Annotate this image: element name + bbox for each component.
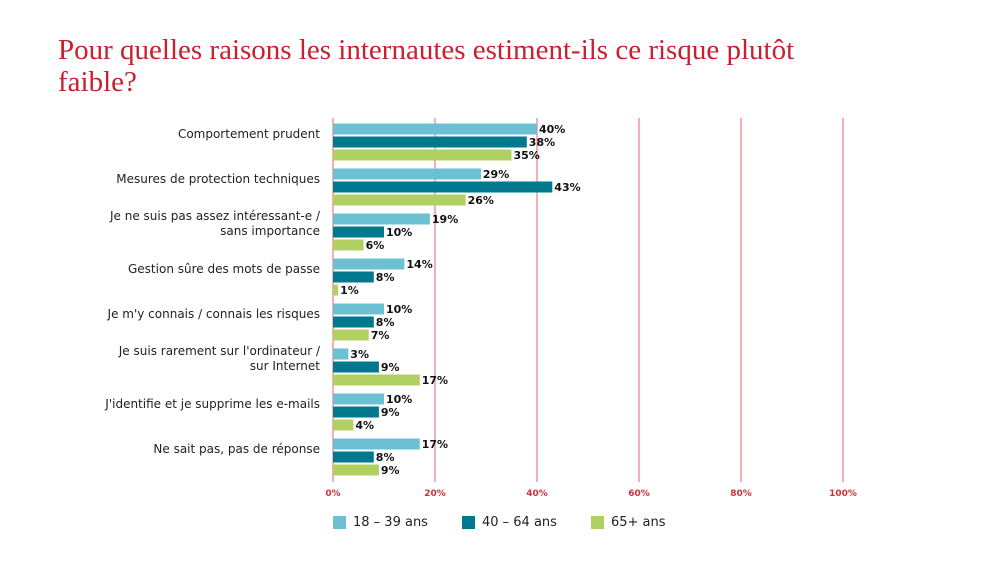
data-label: 40% (539, 123, 565, 136)
category-label: J'identifie et je supprime les e-mails (104, 397, 320, 411)
data-label: 1% (340, 284, 359, 297)
bar (333, 438, 420, 450)
legend: 18 – 39 ans 40 – 64 ans 65+ ans (333, 515, 665, 530)
legend-label: 18 – 39 ans (353, 515, 428, 530)
bar (333, 361, 379, 373)
bar (333, 136, 527, 148)
data-label: 38% (529, 136, 555, 149)
legend-item: 65+ ans (590, 515, 666, 530)
data-label: 8% (376, 271, 395, 284)
data-label: 10% (386, 226, 412, 239)
x-tick-label: 0% (325, 489, 340, 499)
data-label: 8% (376, 451, 395, 464)
bar (333, 316, 374, 328)
legend-swatch (590, 516, 604, 529)
bar (333, 181, 553, 193)
bar (333, 393, 384, 405)
legend-item: 18 – 39 ans (333, 515, 428, 530)
data-label: 3% (350, 348, 369, 361)
chart-title: Pour quelles raisons les internautes est… (58, 34, 795, 98)
bar (333, 239, 364, 251)
category-label: Je m'y connais / connais les risques (107, 307, 320, 321)
x-tick-label: 80% (730, 489, 752, 499)
data-label: 14% (406, 258, 432, 271)
category-label: Ne sait pas, pas de réponse (153, 442, 320, 456)
bar (333, 303, 384, 315)
x-tick-label: 60% (628, 489, 650, 499)
data-label: 9% (381, 464, 400, 477)
data-label: 17% (422, 438, 448, 451)
data-label: 35% (514, 149, 540, 162)
x-tick-label: 100% (829, 489, 857, 499)
data-label: 4% (355, 419, 374, 432)
data-label: 9% (381, 361, 400, 374)
x-tick-label: 20% (424, 489, 446, 499)
bar (333, 194, 466, 206)
data-label: 19% (432, 213, 458, 226)
category-label: Je suis rarement sur l'ordinateur / (118, 344, 321, 358)
data-label: 17% (422, 374, 448, 387)
data-label: 26% (468, 194, 494, 207)
bar (333, 284, 339, 296)
data-label: 10% (386, 393, 412, 406)
category-label: Comportement prudent (178, 127, 320, 141)
x-tick-label: 40% (526, 489, 548, 499)
bar (333, 168, 481, 180)
category-label: Gestion sûre des mots de passe (128, 262, 320, 276)
legend-label: 40 – 64 ans (481, 515, 557, 530)
bar (333, 149, 512, 161)
data-label: 8% (376, 316, 395, 329)
bar (333, 464, 379, 476)
category-label: sur Internet (250, 359, 321, 373)
bar (333, 329, 369, 341)
legend-label: 65+ ans (610, 515, 666, 530)
data-label: 6% (366, 239, 385, 252)
category-label: sans importance (220, 224, 320, 238)
legend-swatch (333, 516, 346, 529)
legend-item: 40 – 64 ans (461, 515, 557, 530)
legend-swatch (461, 516, 475, 529)
data-label: 10% (386, 303, 412, 316)
bar (333, 374, 420, 386)
data-label: 9% (381, 406, 400, 419)
category-label: Mesures de protection techniques (116, 172, 320, 186)
bar (333, 271, 374, 283)
bar (333, 258, 405, 270)
data-label: 29% (483, 168, 509, 181)
bar (333, 419, 354, 431)
bar (333, 451, 374, 463)
data-label: 7% (371, 329, 390, 342)
bar (333, 123, 537, 135)
category-label: Je ne suis pas assez intéressant-e / (109, 209, 321, 223)
data-label: 43% (554, 181, 580, 194)
bar (333, 226, 384, 238)
bar (333, 213, 430, 225)
bar (333, 348, 349, 360)
bar (333, 406, 379, 418)
